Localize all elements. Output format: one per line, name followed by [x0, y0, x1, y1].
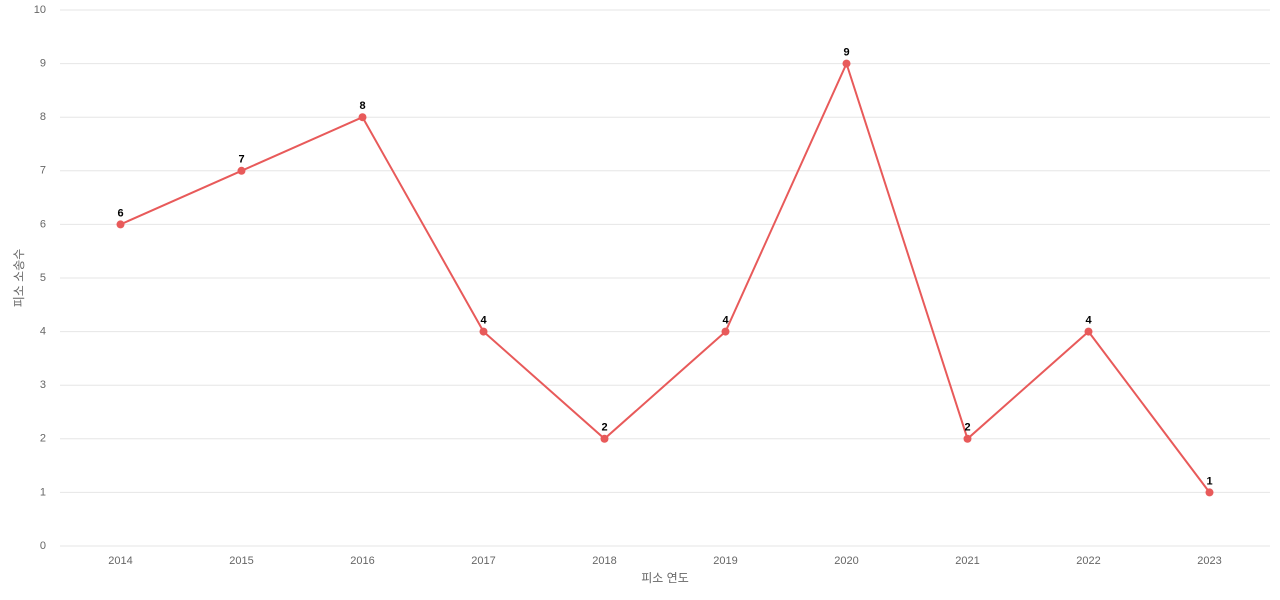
point — [600, 434, 609, 443]
y-axis-label: 피소 소송수 — [12, 249, 26, 308]
x-tick-label: 2018 — [592, 555, 616, 567]
point — [479, 327, 488, 336]
value-label: 2 — [601, 422, 607, 434]
x-tick-label: 2014 — [108, 555, 132, 567]
y-tick-label: 2 — [40, 433, 46, 445]
x-tick-label: 2022 — [1076, 555, 1100, 567]
y-tick-label: 5 — [40, 272, 46, 284]
x-tick-label: 2023 — [1197, 555, 1221, 567]
x-tick-label: 2019 — [713, 555, 737, 567]
value-label: 4 — [480, 315, 487, 327]
point — [116, 220, 125, 229]
line — [120, 60, 1211, 494]
y-tick-label: 10 — [34, 4, 46, 16]
x-tick-label: 2020 — [834, 555, 858, 567]
y-tick-label: 8 — [40, 111, 46, 123]
point — [1205, 488, 1214, 497]
point — [721, 327, 730, 336]
y-tick-label: 4 — [40, 326, 46, 338]
point — [842, 59, 851, 68]
point — [358, 113, 367, 122]
value-label: 2 — [964, 422, 970, 434]
value-label: 9 — [843, 47, 849, 59]
value-label: 6 — [117, 207, 123, 219]
x-tick-label: 2021 — [955, 555, 979, 567]
y-tick-label: 1 — [40, 486, 46, 498]
value-label: 1 — [1206, 475, 1212, 487]
y-tick-label: 0 — [40, 540, 46, 552]
point — [963, 434, 972, 443]
point — [237, 166, 246, 175]
x-tick-label: 2017 — [471, 555, 495, 567]
point — [1084, 327, 1093, 336]
value-label: 7 — [238, 154, 244, 166]
x-tick-label: 2015 — [229, 555, 253, 567]
x-tick-label: 2016 — [350, 555, 374, 567]
y-tick-label: 7 — [40, 165, 46, 177]
y-tick-label: 6 — [40, 218, 46, 230]
y-tick-label: 9 — [40, 58, 46, 70]
value-label: 4 — [722, 315, 729, 327]
value-label: 4 — [1085, 315, 1092, 327]
value-label: 8 — [359, 100, 365, 112]
y-tick-label: 3 — [40, 379, 46, 391]
x-axis-label: 피소 연도 — [641, 571, 689, 585]
